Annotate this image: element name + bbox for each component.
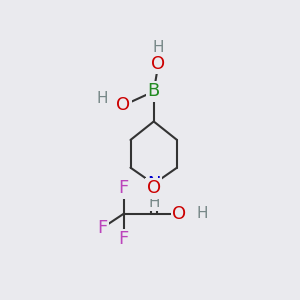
Text: O: O xyxy=(116,96,130,114)
Text: O: O xyxy=(151,55,166,73)
Text: F: F xyxy=(118,230,129,248)
Text: H: H xyxy=(97,91,108,106)
Text: F: F xyxy=(118,179,129,197)
Text: O: O xyxy=(147,179,161,197)
Text: H: H xyxy=(148,195,160,210)
Text: H: H xyxy=(153,40,164,55)
Text: N: N xyxy=(147,175,160,193)
Text: B: B xyxy=(148,82,160,100)
Text: F: F xyxy=(98,219,108,237)
Text: O: O xyxy=(172,205,186,223)
Text: H: H xyxy=(197,206,208,221)
